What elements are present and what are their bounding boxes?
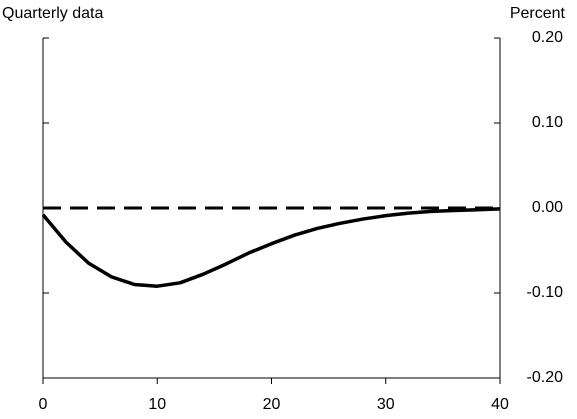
y-tick-label: -0.20 — [527, 369, 564, 386]
y-tick-label: -0.10 — [527, 284, 564, 301]
y-tick-label: 0.00 — [532, 199, 563, 216]
x-tick-label: 30 — [377, 396, 395, 413]
line-series — [41, 207, 501, 288]
y-tick-label: 0.10 — [532, 114, 563, 131]
x-tick-label: 0 — [39, 396, 48, 413]
y-axis-label: Percent — [510, 5, 566, 22]
x-tick-label: 10 — [148, 396, 166, 413]
subtitle: Quarterly data — [2, 5, 103, 22]
x-tick-label: 40 — [491, 396, 509, 413]
y-tick-label: 0.20 — [532, 29, 563, 46]
x-tick-label: 20 — [263, 396, 281, 413]
